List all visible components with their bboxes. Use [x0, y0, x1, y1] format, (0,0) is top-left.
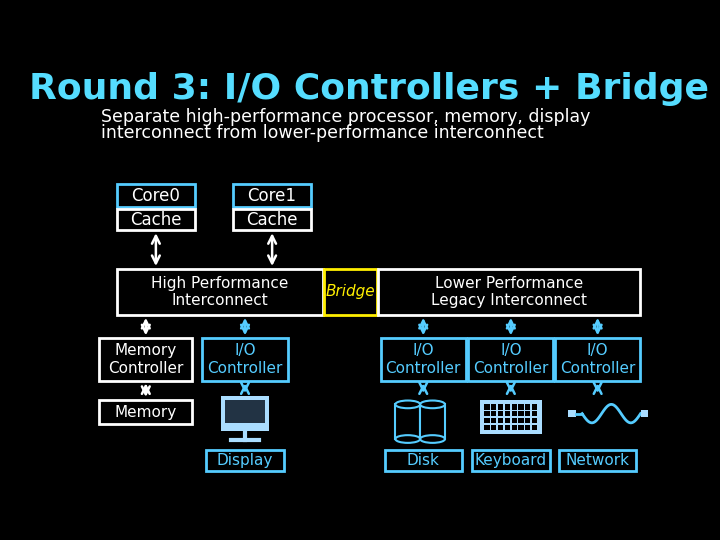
Text: Disk: Disk: [407, 453, 440, 468]
Bar: [395, 404, 420, 439]
Text: Bridge: Bridge: [325, 285, 375, 300]
Bar: [532, 418, 537, 423]
Bar: [512, 411, 517, 416]
Bar: [518, 404, 523, 409]
Bar: [225, 400, 265, 423]
Bar: [491, 404, 497, 409]
Bar: [233, 184, 311, 207]
Bar: [491, 424, 497, 430]
Text: Memory
Controller: Memory Controller: [108, 343, 184, 375]
Bar: [525, 404, 531, 409]
Bar: [498, 424, 503, 430]
Text: Cache: Cache: [246, 211, 298, 228]
Bar: [117, 209, 194, 231]
Text: I/O
Controller: I/O Controller: [207, 343, 283, 375]
Bar: [532, 404, 537, 409]
Text: I/O
Controller: I/O Controller: [473, 343, 549, 375]
Ellipse shape: [420, 401, 445, 408]
Bar: [206, 450, 284, 471]
Bar: [99, 400, 192, 424]
Bar: [99, 338, 192, 381]
Bar: [491, 411, 497, 416]
Bar: [641, 410, 648, 417]
Bar: [221, 396, 269, 430]
Bar: [498, 404, 503, 409]
Bar: [378, 269, 640, 315]
Text: Core1: Core1: [248, 187, 297, 205]
Bar: [420, 404, 445, 439]
Bar: [525, 418, 531, 423]
Bar: [512, 418, 517, 423]
Bar: [485, 404, 490, 409]
Text: Keyboard: Keyboard: [474, 453, 547, 468]
Text: I/O
Controller: I/O Controller: [560, 343, 635, 375]
Bar: [202, 338, 287, 381]
Bar: [485, 418, 490, 423]
Ellipse shape: [420, 435, 445, 443]
Bar: [498, 418, 503, 423]
Text: Lower Performance
Legacy Interconnect: Lower Performance Legacy Interconnect: [431, 276, 588, 308]
Bar: [512, 404, 517, 409]
Bar: [233, 209, 311, 231]
Bar: [324, 269, 377, 315]
Text: interconnect from lower-performance interconnect: interconnect from lower-performance inte…: [101, 124, 544, 141]
Ellipse shape: [395, 435, 420, 443]
Bar: [518, 424, 523, 430]
Text: High Performance
Interconnect: High Performance Interconnect: [151, 276, 289, 308]
Bar: [485, 424, 490, 430]
Bar: [472, 450, 549, 471]
Bar: [468, 338, 554, 381]
Bar: [381, 338, 466, 381]
Bar: [505, 411, 510, 416]
Text: Core0: Core0: [132, 187, 180, 205]
Bar: [525, 424, 531, 430]
Bar: [512, 424, 517, 430]
Bar: [559, 450, 636, 471]
Bar: [117, 269, 323, 315]
Text: I/O
Controller: I/O Controller: [386, 343, 461, 375]
Bar: [117, 184, 194, 207]
Bar: [505, 404, 510, 409]
Text: Network: Network: [566, 453, 629, 468]
Bar: [384, 450, 462, 471]
Bar: [532, 424, 537, 430]
Text: Memory: Memory: [114, 404, 177, 420]
Bar: [518, 411, 523, 416]
Bar: [485, 411, 490, 416]
Bar: [532, 411, 537, 416]
Bar: [498, 411, 503, 416]
Text: Round 3: I/O Controllers + Bridge: Round 3: I/O Controllers + Bridge: [29, 72, 709, 106]
Text: Display: Display: [217, 453, 273, 468]
Text: Cache: Cache: [130, 211, 181, 228]
Text: Separate high-performance processor, memory, display: Separate high-performance processor, mem…: [101, 108, 590, 126]
Bar: [555, 338, 640, 381]
Bar: [505, 424, 510, 430]
Ellipse shape: [395, 401, 420, 408]
Bar: [480, 400, 542, 434]
Bar: [525, 411, 531, 416]
Bar: [518, 418, 523, 423]
Bar: [491, 418, 497, 423]
Bar: [568, 410, 576, 417]
Bar: [505, 418, 510, 423]
